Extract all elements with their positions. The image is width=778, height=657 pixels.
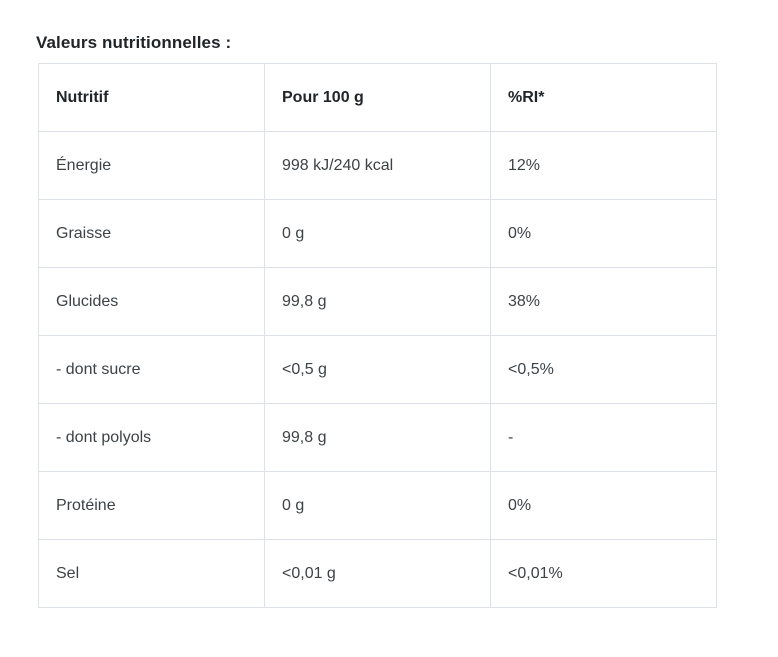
cell-nutrient: Graisse [38,199,265,268]
table-row: Graisse 0 g 0% [38,199,717,268]
cell-ri-percent: <0,01% [490,539,717,608]
cell-nutrient: Protéine [38,471,265,540]
cell-per-100g: 998 kJ/240 kcal [264,131,491,200]
cell-nutrient: Sel [38,539,265,608]
table-row: Protéine 0 g 0% [38,471,717,540]
cell-per-100g: 0 g [264,199,491,268]
cell-ri-percent: 12% [490,131,717,200]
cell-per-100g: <0,5 g [264,335,491,404]
cell-nutrient: - dont sucre [38,335,265,404]
cell-ri-percent: 0% [490,199,717,268]
section-title: Valeurs nutritionnelles : [36,33,232,52]
table-row: Énergie 998 kJ/240 kcal 12% [38,131,717,200]
table-row: Glucides 99,8 g 38% [38,267,717,336]
cell-ri-percent: 38% [490,267,717,336]
column-header-per-100g: Pour 100 g [264,63,491,132]
table-row: Sel <0,01 g <0,01% [38,539,717,608]
table-row: - dont polyols 99,8 g - [38,403,717,472]
cell-nutrient: Énergie [38,131,265,200]
cell-ri-percent: 0% [490,471,717,540]
cell-per-100g: 99,8 g [264,267,491,336]
table-header-row: Nutritif Pour 100 g %RI* [38,63,717,132]
cell-per-100g: <0,01 g [264,539,491,608]
column-header-ri-percent: %RI* [490,63,717,132]
cell-nutrient: Glucides [38,267,265,336]
cell-ri-percent: - [490,403,717,472]
table-row: - dont sucre <0,5 g <0,5% [38,335,717,404]
column-header-nutritif: Nutritif [38,63,265,132]
cell-ri-percent: <0,5% [490,335,717,404]
cell-nutrient: - dont polyols [38,403,265,472]
cell-per-100g: 0 g [264,471,491,540]
nutrition-table: Nutritif Pour 100 g %RI* Énergie 998 kJ/… [38,63,717,608]
cell-per-100g: 99,8 g [264,403,491,472]
